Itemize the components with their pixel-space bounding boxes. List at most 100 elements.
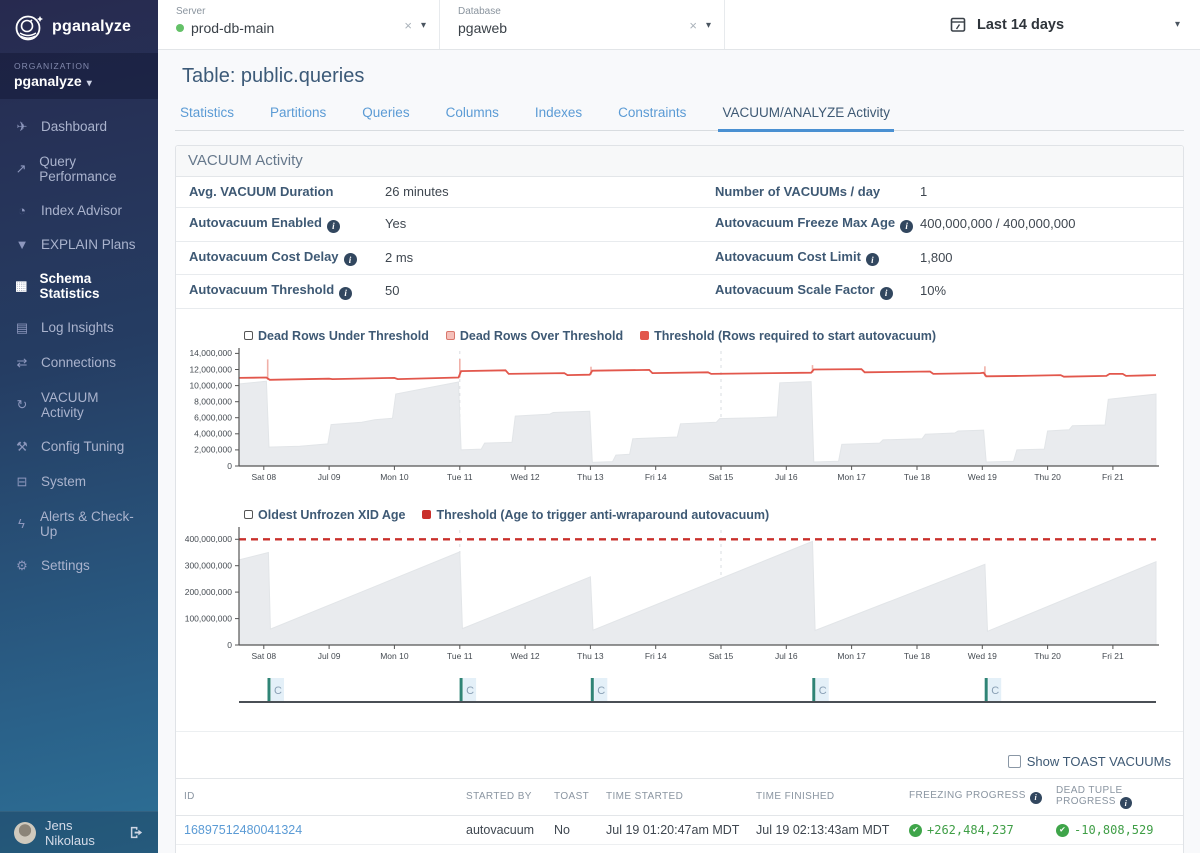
sidebar-item-query-performance[interactable]: ↗ Query Performance: [0, 144, 158, 193]
sidebar-item-label: Connections: [41, 355, 117, 370]
tab-partitions[interactable]: Partitions: [270, 105, 327, 120]
info-icon[interactable]: i: [900, 219, 914, 233]
show-toast-vacuums-toggle[interactable]: Show TOAST VACUUMs: [1007, 753, 1171, 769]
tab-statistics[interactable]: Statistics: [180, 105, 235, 120]
sidebar-item-connections[interactable]: ⇄ Connections: [0, 345, 158, 380]
brand-name: pganalyze: [52, 18, 132, 35]
topbar: Server prod-db-main × ▾ Database pgaweb …: [158, 0, 1200, 50]
index-advisor-icon: ◔: [18, 202, 26, 218]
info-icon[interactable]: i: [865, 253, 879, 266]
database-selector[interactable]: Database pgaweb × ▾: [440, 0, 725, 49]
svg-text:Wed 12: Wed 12: [511, 651, 540, 661]
date-range-picker[interactable]: Last 14 days ▾: [950, 0, 1200, 49]
server-value: prod-db-main: [191, 20, 275, 36]
svg-text:Jul 16: Jul 16: [775, 472, 798, 482]
sidebar-item-index-advisor[interactable]: ◔ Index Advisor: [0, 193, 158, 227]
info-icon[interactable]: i: [879, 286, 893, 300]
time-started-cell: Jul 19 01:20:47am MDT: [606, 823, 740, 837]
sidebar-item-system[interactable]: ⊟ System: [0, 464, 158, 499]
org-switcher[interactable]: ORGANIZATION pganalyze ▾: [0, 53, 158, 99]
svg-text:Sat 15: Sat 15: [709, 472, 734, 482]
sidebar-item-settings[interactable]: ⚙ Settings: [0, 548, 158, 583]
vacuum-run-marker[interactable]: C: [984, 677, 1002, 701]
svg-text:Sat 08: Sat 08: [252, 472, 277, 482]
page-title: Table: public.queries: [182, 65, 365, 87]
sidebar-item-log-insights[interactable]: ▤ Log Insights: [0, 310, 158, 345]
stat-value: 2 ms: [385, 249, 414, 265]
logout-icon[interactable]: [129, 825, 144, 840]
dead-tuple-progress-cell: ✔ -10,808,529: [1056, 823, 1183, 837]
server-selector[interactable]: Server prod-db-main × ▾: [158, 0, 440, 49]
stats-row: Autovacuum Enabled i Yes Autovacuum Freeze …: [176, 208, 1183, 242]
server-status-dot: [176, 24, 184, 32]
stat-value: 26 minutes: [385, 184, 449, 199]
sidebar-item-schema-statistics[interactable]: ▦ Schema Statistics: [0, 261, 158, 310]
svg-text:Thu 20: Thu 20: [1034, 651, 1061, 661]
sidebar-item-label: Schema Statistics: [39, 270, 100, 301]
tab-queries[interactable]: Queries: [362, 105, 410, 120]
sidebar-item-vacuum-activity[interactable]: ↻ VACUUM Activity: [0, 380, 158, 429]
svg-text:Sat 15: Sat 15: [709, 651, 734, 661]
page-content: Table: public.queries Statistics Partitio…: [158, 50, 1200, 853]
info-icon[interactable]: i: [326, 219, 340, 233]
tab-columns[interactable]: Columns: [445, 105, 499, 120]
svg-text:100,000,000: 100,000,000: [185, 613, 233, 623]
vacuum-activity-panel: VACUUM Activity Avg. VACUUM Duration 26 m…: [175, 145, 1184, 853]
clear-server-icon[interactable]: ×: [404, 18, 412, 33]
legend-swatch-icon: [244, 331, 253, 340]
stat-label: Autovacuum Cost Limit i: [715, 249, 920, 266]
stat-label: Autovacuum Scale Factor i: [715, 282, 920, 300]
svg-text:Tue 18: Tue 18: [904, 472, 930, 482]
vacuum-run-marker[interactable]: C: [459, 677, 477, 701]
date-range-value: Last 14 days: [977, 16, 1065, 33]
chevron-down-icon[interactable]: ▾: [705, 20, 711, 31]
legend-swatch-icon: [244, 510, 253, 519]
vacuum-run-marker[interactable]: C: [267, 677, 285, 701]
stat-value: 1: [920, 184, 928, 199]
sidebar-item-label: Dashboard: [41, 119, 108, 134]
clear-database-icon[interactable]: ×: [689, 18, 697, 33]
stats-row: Autovacuum Threshold i 50 Autovacuum Scale …: [176, 275, 1183, 309]
log-lines-icon: ▤: [15, 319, 29, 335]
vacuum-run-marker[interactable]: C: [590, 677, 608, 701]
info-icon[interactable]: i: [343, 253, 357, 266]
column-header: STARTED BY: [466, 791, 532, 803]
tab-bar: Statistics Partitions Queries Columns Indexe…: [175, 105, 1184, 132]
table-toolbar: Show TOAST VACUUMs: [176, 730, 1183, 774]
wrench-icon: ⚒: [16, 438, 28, 454]
sidebar-item-alerts-check-up[interactable]: ϟ Alerts & Check-Up: [0, 499, 158, 548]
column-header: DEAD TUPLE PROGRESS i: [1056, 785, 1183, 809]
vacuum-run-id-link[interactable]: 16897512480041324: [184, 823, 303, 837]
stat-label: Number of VACUUMs / day: [715, 184, 881, 199]
vacuum-runs-table: ID STARTED BY TOAST TIME STARTED TIME FINISH…: [176, 777, 1183, 853]
checkbox-icon[interactable]: [1007, 754, 1021, 768]
svg-text:Wed 12: Wed 12: [511, 472, 540, 482]
stats-row: Autovacuum Cost Delay i 2 ms Autovacuum Cos…: [176, 242, 1183, 275]
svg-text:0: 0: [227, 639, 232, 649]
show-toast-vacuums-label: Show TOAST VACUUMs: [1026, 753, 1171, 769]
funnel-icon: ▼: [15, 236, 29, 252]
column-header: ID: [184, 791, 195, 803]
legend-label: Dead Rows Over Threshold: [459, 328, 624, 343]
database-value: pgaweb: [458, 20, 508, 36]
svg-text:14,000,000: 14,000,000: [189, 348, 232, 358]
chevron-down-icon[interactable]: ▾: [420, 20, 426, 31]
org-label: ORGANIZATION: [14, 61, 91, 71]
org-name: pganalyze: [14, 73, 82, 89]
svg-text:6,000,000: 6,000,000: [194, 412, 232, 422]
sidebar-item-explain-plans[interactable]: ▼ EXPLAIN Plans: [0, 227, 158, 261]
vacuum-run-marker[interactable]: C: [812, 677, 829, 701]
tab-constraints[interactable]: Constraints: [618, 105, 687, 120]
tab-vacuum-analyze-activity[interactable]: VACUUM/ANALYZE Activity: [718, 105, 894, 132]
sidebar-item-dashboard[interactable]: ✈ Dashboard: [0, 109, 158, 144]
table-header-row: ID STARTED BY TOAST TIME STARTED TIME FINISH…: [176, 777, 1183, 816]
info-icon[interactable]: i: [1029, 791, 1042, 804]
sidebar-item-config-tuning[interactable]: ⚒ Config Tuning: [0, 429, 158, 464]
rotate-circle-icon: ↻: [16, 396, 28, 412]
stat-label: Autovacuum Cost Delay i: [189, 249, 385, 266]
info-icon[interactable]: i: [1119, 797, 1132, 809]
info-icon[interactable]: i: [339, 286, 353, 300]
svg-text:Thu 20: Thu 20: [1034, 472, 1061, 482]
tab-indexes[interactable]: Indexes: [534, 105, 583, 120]
